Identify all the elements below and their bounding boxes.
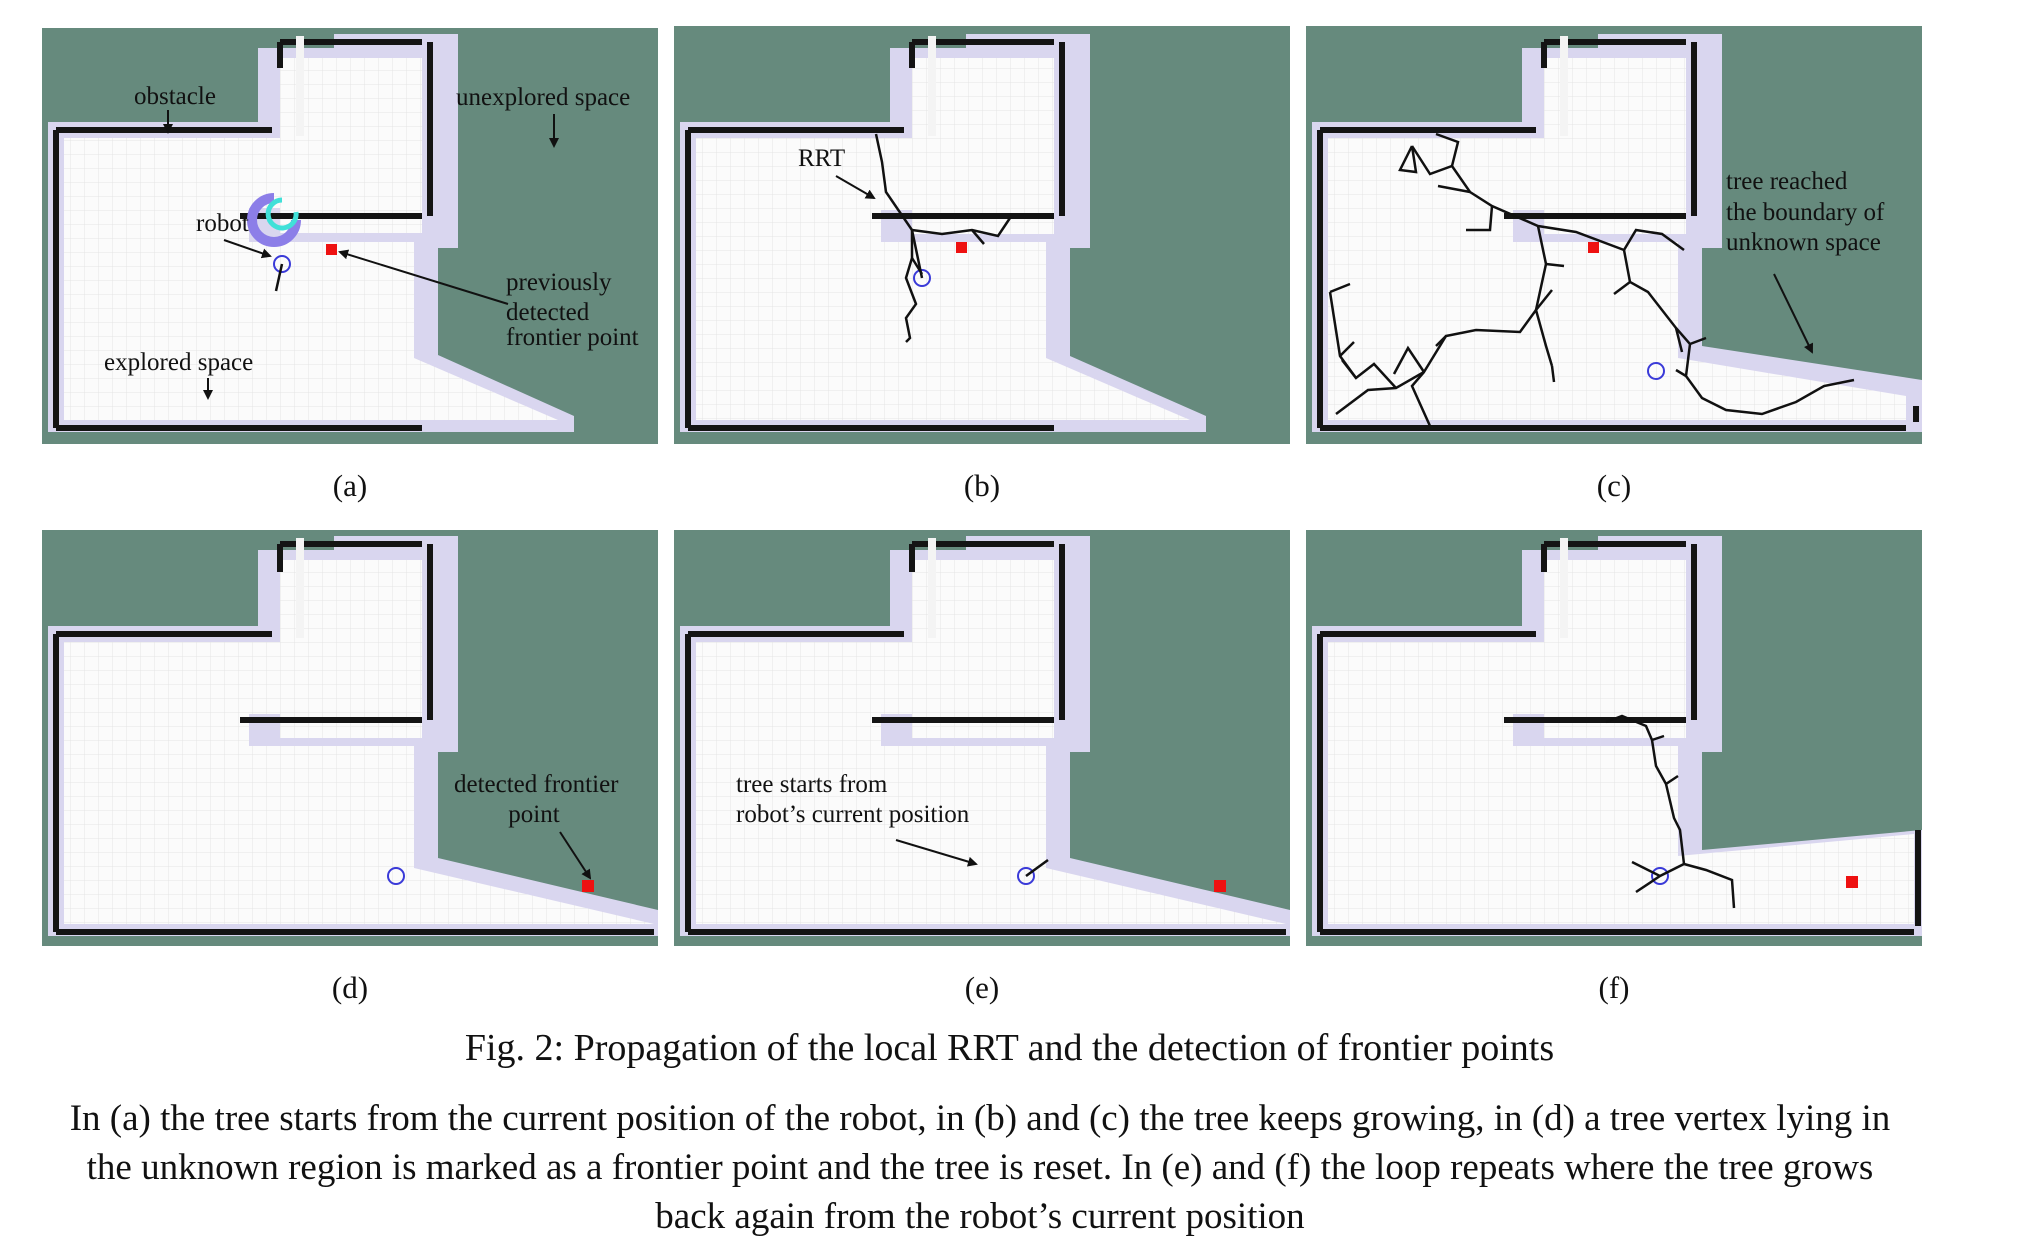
annotation-obstacle: obstacle [134,83,216,110]
frontier-point [1214,880,1226,892]
robot-cyan [265,197,299,231]
annotation-frontier-point: frontier point [506,324,639,351]
panel-c-label: (c) [1597,468,1631,503]
annotation-rrt: RRT [798,145,845,172]
tree-start-arrow [895,839,978,867]
explored-space [64,560,654,924]
panel-e: tree starts from robot’s current positio… [674,530,1290,946]
explored-space [696,58,1190,420]
robot-marker [1647,362,1665,380]
explored-space [696,560,1286,924]
panel-c: tree reached the boundary of unknown spa… [1306,26,1922,444]
panel-a-label: (a) [333,468,367,503]
panel-b-label: (b) [964,468,1000,503]
frontier-arrow [338,249,509,305]
panel-f-label: (f) [1599,970,1630,1005]
rrt-tree [1605,714,1736,909]
frontier-point [956,242,967,253]
robot-marker [1651,867,1669,885]
annotation-boundary-of: the boundary of [1726,199,1885,226]
detected-arrow [559,831,592,880]
rrt-arrow [835,175,876,200]
obstacle-strip [296,538,304,638]
annotation-detected: detected [506,299,590,326]
obstacle-strip [928,36,936,136]
obstacle-strip [928,538,936,638]
robot-marker [273,255,291,273]
annotation-unknown-space: unknown space [1726,229,1881,256]
robot-arrow [223,239,272,259]
robot-marker [1017,867,1035,885]
rrt-branch [274,263,284,292]
annotation-previously: previously [506,269,612,296]
annotation-robot: robot [196,210,249,237]
annotation-explored-space: explored space [104,349,253,376]
obstacle-walls [1317,39,1919,431]
robot-marker [913,269,931,287]
figure-caption-title: Fig. 2: Propagation of the local RRT and… [464,1027,1555,1069]
robot-marker [387,867,405,885]
frontier-point [326,244,337,255]
frontier-point [1846,876,1858,888]
obstacle-strip [1560,36,1568,136]
annotation-unexplored-space: unexplored space [456,84,630,111]
reached-arrow [1773,273,1813,354]
annotation-tree-starts: tree starts from [736,771,888,798]
frontier-point [1588,242,1599,253]
obstacle-strip [296,36,304,136]
panel-f [1306,530,1922,946]
rrt-tree [1328,132,1855,427]
annotation-point: point [508,801,559,828]
panel-d: detected frontier point [42,530,658,946]
explored-space [64,58,558,420]
annotation-current-position: robot’s current position [736,801,970,828]
annotation-tree-reached: tree reached [1726,168,1848,195]
panel-e-label: (e) [965,970,999,1005]
frontier-point [582,880,594,892]
obstacle-strip [1560,538,1568,638]
annotation-detected-frontier: detected frontier [454,771,619,798]
robot-inflation [247,193,301,247]
explored-space [1328,560,1914,924]
panel-b: RRT [674,26,1290,444]
figure-caption-body: In (a) the tree starts from the current … [69,1098,1891,1237]
panel-d-label: (d) [332,970,368,1005]
obstacle-walls [685,541,1286,935]
rrt-branch [1025,858,1049,878]
obstacle-walls [1317,541,1921,935]
panel-a: obstacle unexplored space robot previous… [42,28,658,444]
rrt-tree [874,133,1012,343]
